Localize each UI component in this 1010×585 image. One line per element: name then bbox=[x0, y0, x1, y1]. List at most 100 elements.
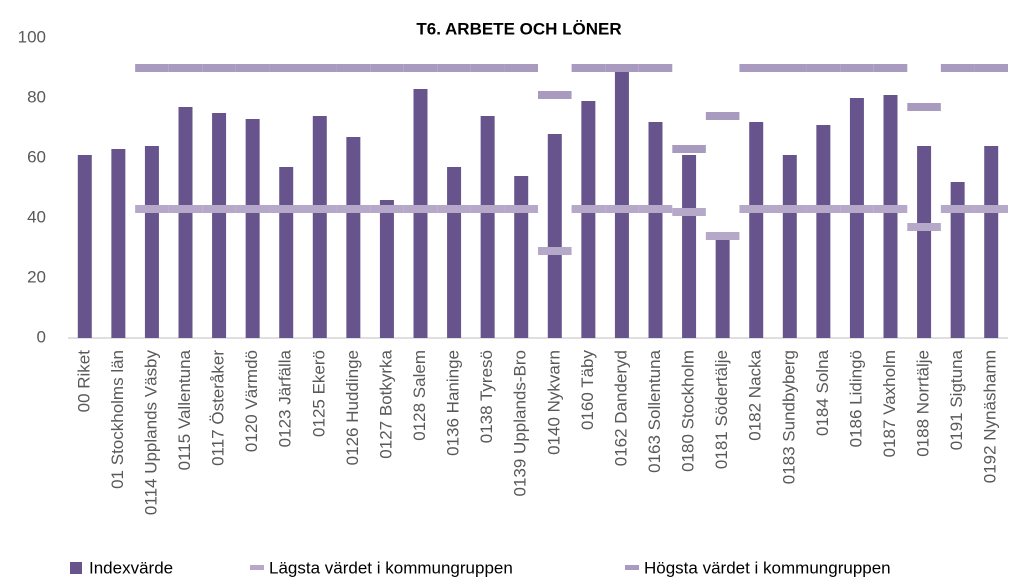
range-marker bbox=[940, 64, 975, 72]
x-tick-label: 0138 Tyresö bbox=[477, 350, 496, 443]
range-marker bbox=[638, 64, 673, 72]
bar bbox=[849, 98, 864, 338]
range-marker bbox=[336, 205, 371, 213]
bar bbox=[682, 155, 697, 338]
x-tick-label: 0123 Järfälla bbox=[276, 349, 295, 447]
bar bbox=[950, 182, 965, 338]
bar bbox=[883, 95, 898, 338]
y-tick-label: 0 bbox=[37, 327, 46, 346]
range-marker bbox=[638, 205, 673, 213]
bar bbox=[782, 155, 797, 338]
x-tick-label: 0187 Vaxholm bbox=[880, 350, 899, 457]
range-marker bbox=[168, 64, 203, 72]
range-marker bbox=[840, 64, 874, 72]
x-tick-label: 0139 Upplands-Bro bbox=[511, 350, 530, 496]
range-marker bbox=[168, 205, 203, 213]
bar bbox=[447, 167, 462, 338]
range-marker bbox=[437, 205, 471, 213]
range-marker bbox=[437, 64, 471, 72]
x-tick-label: 0191 Sigtuna bbox=[947, 349, 966, 450]
range-marker bbox=[605, 64, 639, 72]
bar bbox=[144, 146, 159, 338]
range-marker bbox=[840, 205, 874, 213]
x-tick-label: 0186 Lidingö bbox=[846, 350, 865, 447]
range-marker bbox=[974, 205, 1008, 213]
legend-swatch bbox=[70, 562, 82, 574]
y-tick-label: 80 bbox=[27, 87, 46, 106]
bar bbox=[514, 176, 529, 338]
y-tick-label: 40 bbox=[27, 207, 46, 226]
legend-swatch bbox=[625, 565, 639, 570]
x-tick-label: 0192 Nynäshamn bbox=[981, 350, 1000, 483]
x-tick-label: 0126 Huddinge bbox=[343, 350, 362, 465]
range-marker bbox=[269, 64, 303, 72]
x-tick-label: 0117 Österåker bbox=[209, 350, 228, 466]
x-tick-label: 0128 Salem bbox=[410, 350, 429, 441]
y-tick-label: 60 bbox=[27, 147, 46, 166]
legend-label: Lägsta värdet i kommungruppen bbox=[269, 558, 513, 577]
range-marker bbox=[974, 64, 1008, 72]
range-marker bbox=[907, 223, 941, 231]
range-marker bbox=[605, 205, 639, 213]
x-tick-label: 0182 Nacka bbox=[746, 349, 765, 440]
x-tick-label: 0188 Norrtälje bbox=[914, 350, 933, 457]
range-marker bbox=[571, 205, 606, 213]
bar bbox=[614, 71, 629, 338]
x-tick-label: 00 Riket bbox=[74, 350, 93, 413]
range-marker bbox=[235, 205, 270, 213]
range-marker bbox=[705, 232, 740, 240]
x-tick-label: 0136 Haninge bbox=[444, 350, 463, 456]
bar bbox=[816, 125, 831, 338]
range-marker bbox=[672, 145, 706, 153]
range-marker bbox=[672, 208, 706, 216]
bar bbox=[648, 122, 663, 338]
range-marker bbox=[773, 205, 807, 213]
bar bbox=[279, 167, 294, 338]
chart-title: T6. ARBETE OCH LÖNER bbox=[416, 19, 621, 38]
y-tick-label: 100 bbox=[18, 27, 46, 46]
bar bbox=[312, 116, 327, 338]
range-marker bbox=[773, 64, 807, 72]
range-marker bbox=[873, 64, 908, 72]
range-marker bbox=[135, 64, 169, 72]
range-marker bbox=[806, 64, 841, 72]
range-marker bbox=[571, 64, 606, 72]
bar bbox=[379, 200, 394, 338]
x-tick-label: 0184 Solna bbox=[813, 349, 832, 436]
range-marker bbox=[538, 247, 572, 255]
x-tick-label: 0114 Upplands Väsby bbox=[141, 350, 160, 516]
x-tick-label: 0127 Botkyrka bbox=[376, 349, 395, 458]
range-marker bbox=[873, 205, 908, 213]
range-marker bbox=[403, 64, 438, 72]
x-tick-label: 0181 Södertälje bbox=[712, 350, 731, 469]
x-tick-label: 0140 Nykvarn bbox=[544, 350, 563, 455]
range-marker bbox=[705, 112, 740, 120]
range-marker bbox=[303, 205, 337, 213]
range-marker bbox=[470, 64, 505, 72]
bar bbox=[715, 239, 730, 338]
range-marker bbox=[806, 205, 841, 213]
y-tick-label: 20 bbox=[27, 267, 46, 286]
bar bbox=[480, 116, 495, 338]
range-marker bbox=[504, 64, 538, 72]
range-marker bbox=[907, 103, 941, 111]
x-tick-label: 0183 Sundbyberg bbox=[779, 350, 798, 484]
range-marker bbox=[739, 205, 773, 213]
bar bbox=[749, 122, 764, 338]
range-marker bbox=[269, 205, 303, 213]
range-marker bbox=[135, 205, 169, 213]
bar bbox=[245, 119, 260, 338]
range-marker bbox=[303, 64, 337, 72]
x-tick-label: 0125 Ekerö bbox=[309, 350, 328, 437]
range-marker bbox=[202, 205, 236, 213]
legend-swatch bbox=[250, 565, 264, 570]
range-marker bbox=[538, 91, 572, 99]
x-tick-label: 01 Stockholms län bbox=[108, 350, 127, 489]
range-marker bbox=[739, 64, 773, 72]
bar bbox=[581, 101, 596, 338]
x-tick-label: 0180 Stockholm bbox=[679, 350, 698, 472]
bar bbox=[77, 155, 92, 338]
range-marker bbox=[370, 64, 404, 72]
range-marker bbox=[470, 205, 505, 213]
